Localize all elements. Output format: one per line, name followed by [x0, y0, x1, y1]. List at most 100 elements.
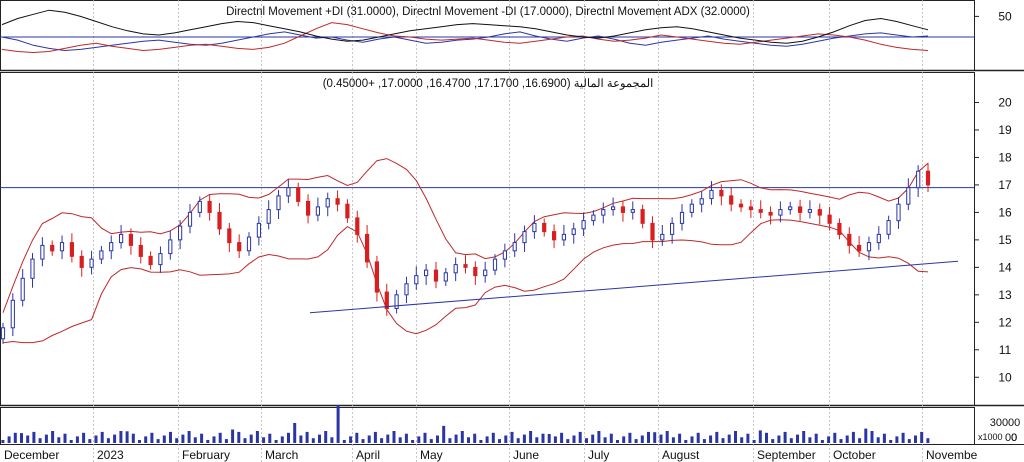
- candle-body: [424, 269, 429, 277]
- candle-body: [699, 198, 704, 205]
- candle-body: [433, 269, 439, 282]
- volume-bar: [454, 434, 458, 443]
- candle-body: [611, 206, 616, 211]
- candle-body: [601, 209, 606, 216]
- candle-body: [925, 170, 931, 186]
- volume-bar: [858, 438, 862, 443]
- indicator-panel: 50: [0, 9, 1012, 54]
- candle-body: [325, 198, 330, 208]
- volume-bar: [647, 431, 650, 443]
- candle-body: [227, 228, 232, 244]
- candle-body: [345, 203, 350, 219]
- volume-bar: [423, 432, 427, 443]
- volume-bar: [100, 431, 104, 443]
- volume-bar: [727, 434, 731, 443]
- volume-bar: [262, 437, 266, 443]
- candle-body: [542, 222, 547, 233]
- volume-bar: [255, 431, 259, 443]
- volume-bar: [702, 439, 706, 443]
- volume-bar: [88, 439, 92, 443]
- x-axis-label: May: [420, 448, 443, 462]
- candles: [0, 162, 931, 344]
- price-tick-label: 16: [998, 205, 1012, 219]
- candle-body: [896, 203, 901, 222]
- price-tick-label: 18: [998, 150, 1012, 164]
- volume-bar: [721, 438, 725, 443]
- indicator-series-line: [1, 31, 929, 52]
- volume-bar: [659, 434, 663, 443]
- volume-bar: [32, 431, 36, 443]
- volume-bar: [218, 432, 222, 443]
- volume-bar: [206, 440, 210, 443]
- volume-bar: [467, 437, 470, 443]
- volume-bar: [342, 440, 346, 443]
- volume-bar: [212, 436, 216, 443]
- candle-body: [207, 200, 212, 213]
- volume-bar: [715, 431, 719, 443]
- volume-bar: [299, 435, 303, 443]
- volume-bar: [926, 438, 930, 443]
- candle-body: [128, 233, 134, 246]
- candle-body: [374, 261, 379, 293]
- candle-body: [306, 200, 311, 216]
- volume-bar: [609, 433, 613, 443]
- volume-bar: [882, 433, 886, 443]
- volume-bar: [162, 435, 166, 443]
- volume-bar: [26, 435, 30, 443]
- candle-body: [365, 233, 370, 263]
- candle-body: [276, 195, 281, 211]
- volume-bar: [491, 432, 495, 443]
- candle-body: [10, 299, 15, 329]
- volume-bar: [889, 440, 893, 443]
- volume-bar: [349, 436, 353, 443]
- volume-bar: [305, 431, 309, 443]
- candle-body: [709, 189, 714, 200]
- candle-body: [886, 220, 891, 235]
- candle-body: [473, 266, 478, 277]
- volume-bar: [1, 440, 5, 443]
- candle-body: [670, 222, 675, 235]
- price-tick-label: 15: [998, 233, 1012, 247]
- candle-body: [187, 211, 193, 227]
- volume-bar: [734, 431, 737, 443]
- candle-body: [256, 222, 261, 238]
- candle-body: [148, 255, 153, 266]
- candle-body: [906, 187, 911, 205]
- candle-body: [266, 209, 271, 224]
- volume-bar: [150, 432, 154, 443]
- volume-bar: [665, 431, 669, 443]
- volume-unit-value: 00: [1005, 432, 1017, 444]
- price-tick-label: 19: [998, 123, 1012, 137]
- volume-bar: [864, 428, 868, 443]
- candle-body: [50, 244, 55, 252]
- volume-bar: [125, 431, 129, 443]
- candle-body: [561, 233, 566, 241]
- candle-body: [30, 258, 35, 279]
- x-axis-label: June: [513, 448, 539, 462]
- candle-body: [158, 253, 163, 266]
- volume-bar: [386, 434, 390, 443]
- volume-bar: [380, 438, 384, 443]
- volume-bar: [398, 437, 402, 443]
- volume-bar: [839, 439, 843, 443]
- volume-bar: [796, 434, 799, 443]
- candle-body: [650, 222, 655, 241]
- candle-body: [748, 206, 753, 211]
- volume-bar: [671, 437, 675, 443]
- volume-bar: [75, 436, 79, 443]
- candle-body: [178, 225, 183, 241]
- lower-band-line: [2, 219, 929, 344]
- volume-bar: [404, 433, 408, 443]
- volume-bar: [20, 433, 23, 443]
- volume-bar: [907, 439, 911, 443]
- candle-body: [99, 250, 104, 260]
- volume-bar: [833, 432, 837, 443]
- price-tick-label: 11: [999, 343, 1012, 357]
- candle-body: [866, 242, 872, 252]
- support-trendline: [309, 260, 959, 314]
- candle-body: [532, 222, 537, 233]
- volume-bar: [318, 434, 321, 443]
- candle-body: [453, 264, 458, 274]
- candle-body: [758, 209, 763, 213]
